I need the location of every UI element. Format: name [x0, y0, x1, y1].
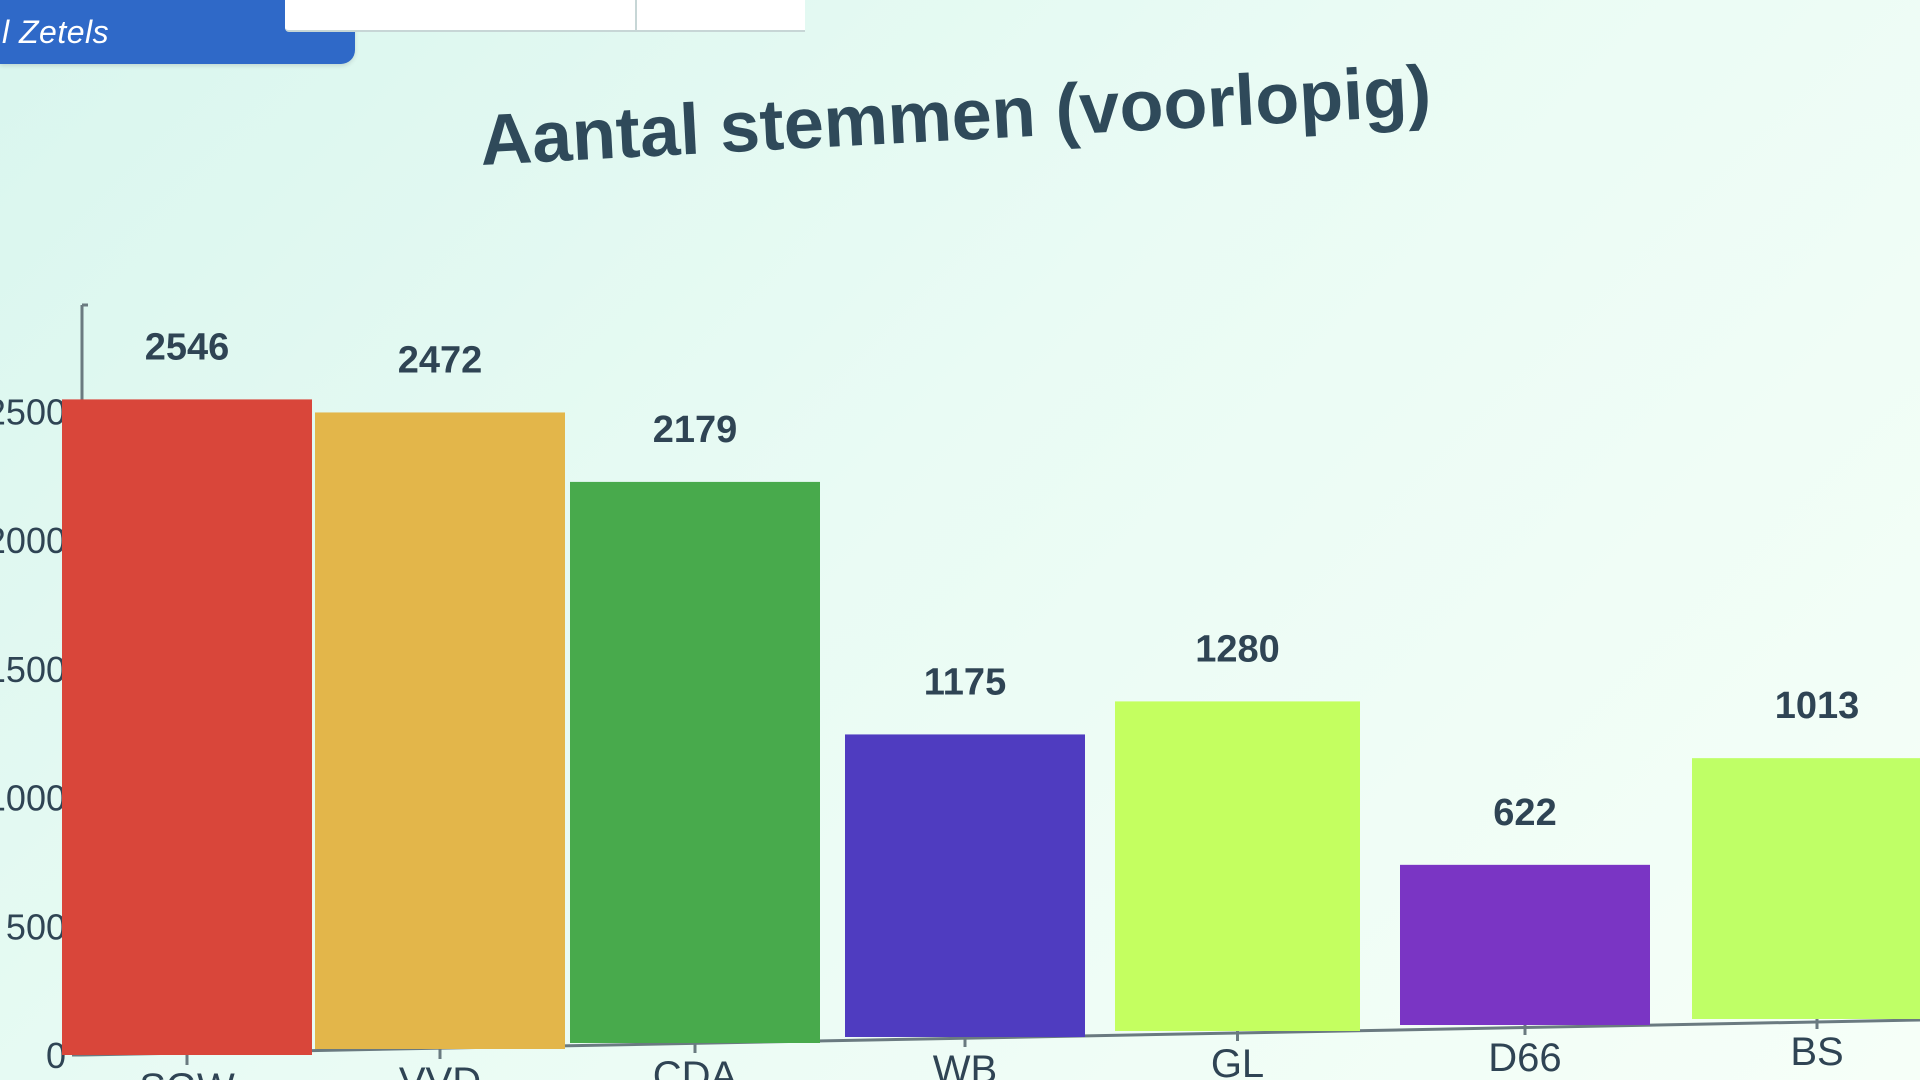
value-label-bs: 1013: [1775, 685, 1860, 727]
top-panel: [285, 0, 805, 32]
top-panel-divider: [635, 0, 637, 30]
bar-bs: [1692, 758, 1920, 1019]
bar-vvd: [315, 412, 565, 1050]
value-label-cda: 2179: [653, 409, 738, 451]
seats-tab-label: l Zetels: [2, 13, 110, 50]
bar-d66: [1400, 864, 1650, 1025]
category-label-gl: GL: [1211, 1042, 1264, 1080]
y-tick-label-1500: 1500: [0, 649, 66, 690]
x-axis: [81, 1018, 1920, 1057]
category-label-cda: CDA: [653, 1054, 738, 1080]
value-label-gl: 1280: [1195, 628, 1280, 670]
bar-wb: [845, 734, 1085, 1037]
category-label-d66: D66: [1488, 1036, 1561, 1080]
y-tick-label-500: 500: [6, 906, 66, 947]
value-label-wb: 1175: [924, 661, 1006, 703]
y-tick-label-1000: 1000: [0, 778, 66, 819]
y-tick-label-2500: 2500: [0, 391, 66, 432]
y-tick-label-0: 0: [46, 1035, 66, 1076]
value-label-sgw: 2546: [145, 326, 230, 368]
category-label-vvd: VVD: [399, 1060, 481, 1080]
bar-gl: [1115, 701, 1360, 1031]
bar-cda: [570, 481, 820, 1044]
category-label-sgw: SGW: [139, 1066, 235, 1080]
category-label-wb: WB: [933, 1048, 997, 1080]
bar-sgw: [62, 399, 312, 1055]
y-tick-label-2000: 2000: [0, 520, 66, 561]
value-label-d66: 622: [1493, 792, 1556, 834]
category-label-bs: BS: [1790, 1030, 1843, 1074]
value-label-vvd: 2472: [398, 339, 483, 381]
